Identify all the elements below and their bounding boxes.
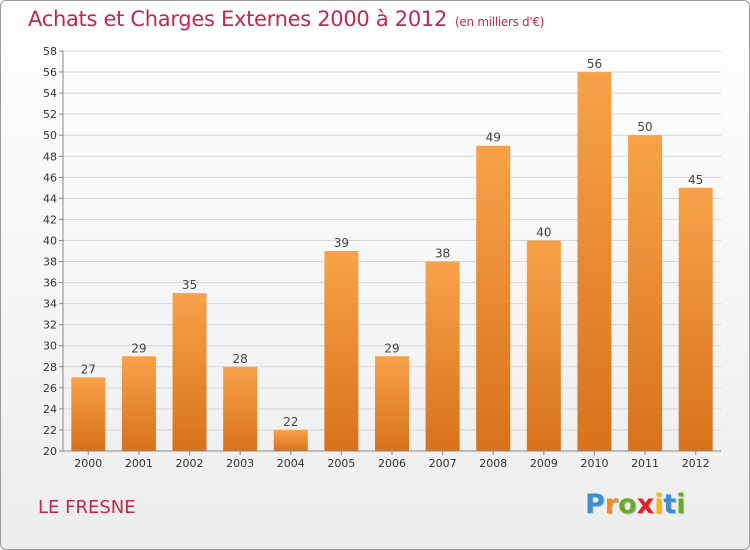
proxiti-logo: Proxiti: [585, 489, 686, 520]
bar-2006: [375, 356, 409, 451]
bars: 27 29 35 28 22 39 29 38 49 40 56 50 45: [71, 57, 713, 452]
chart-subtitle: (en milliers d'€): [455, 15, 545, 29]
bar-value-2004: 22: [283, 415, 298, 429]
bar-2012: [678, 187, 713, 451]
x-tick-label-2011: 2011: [631, 457, 659, 470]
x-tick-label-2005: 2005: [327, 457, 355, 470]
y-tick-label-44: 44: [43, 192, 57, 205]
y-tick-label-34: 34: [43, 298, 57, 311]
x-tick-label-2012: 2012: [682, 457, 710, 470]
logo-letter: i: [654, 489, 664, 520]
y-tick-label-36: 36: [43, 277, 57, 290]
logo-letter: r: [604, 489, 619, 520]
bar-2004: [273, 429, 308, 451]
bar-2003: [223, 366, 258, 451]
x-tick-label-2000: 2000: [74, 457, 102, 470]
chart-title: Achats et Charges Externes 2000 à 2012 (e…: [28, 7, 544, 31]
bar-value-2008: 49: [486, 131, 501, 145]
logo-letter: x: [636, 489, 655, 520]
y-tick-label-30: 30: [43, 340, 57, 353]
x-tick-label-2006: 2006: [378, 457, 406, 470]
y-tick-label-46: 46: [43, 171, 57, 184]
y-tick-label-28: 28: [43, 361, 57, 374]
x-tick-label-2009: 2009: [530, 457, 558, 470]
bar-2009: [526, 240, 561, 451]
x-tick-label-2004: 2004: [277, 457, 305, 470]
logo-letter: i: [676, 489, 686, 520]
city-name: LE FRESNE: [38, 497, 136, 518]
x-tick-label-2010: 2010: [580, 457, 608, 470]
bar-2005: [324, 251, 359, 451]
x-tick-label-2007: 2007: [429, 457, 457, 470]
bar-2008: [476, 145, 511, 451]
y-tick-label-42: 42: [43, 213, 57, 226]
y-tick-label-32: 32: [43, 319, 57, 332]
logo-letter: P: [585, 489, 605, 520]
y-tick-label-20: 20: [43, 445, 57, 458]
y-tick-label-40: 40: [43, 234, 57, 247]
logo-letter: o: [618, 489, 637, 520]
bar-2007: [425, 261, 460, 451]
bar-value-2002: 35: [182, 278, 197, 292]
y-tick-label-56: 56: [43, 66, 57, 79]
x-tick-label-2001: 2001: [125, 457, 153, 470]
y-tick-label-48: 48: [43, 150, 57, 163]
logo-letter: t: [663, 489, 677, 520]
y-tick-label-38: 38: [43, 256, 57, 269]
bar-value-2003: 28: [233, 352, 248, 366]
bar-value-2012: 45: [688, 173, 703, 187]
bar-value-2005: 39: [334, 236, 349, 250]
bar-2001: [121, 356, 156, 451]
bar-value-2006: 29: [384, 341, 399, 355]
bar-value-2009: 40: [536, 225, 551, 239]
y-tick-label-22: 22: [43, 424, 57, 437]
y-tick-label-58: 58: [43, 45, 57, 58]
axes: 20 22 24 26 28 30 32 34 36 38 40 42 44 46 48 50 52 54 56 58…: [43, 45, 721, 470]
bar-2000: [71, 377, 106, 451]
bar-value-2011: 50: [637, 120, 652, 134]
bar-value-2000: 27: [81, 362, 96, 376]
chart-title-text: Achats et Charges Externes 2000 à 2012: [28, 7, 448, 31]
y-tick-label-54: 54: [43, 87, 57, 100]
bar-2002: [172, 293, 207, 451]
bar-value-2007: 38: [435, 247, 450, 261]
x-tick-label-2008: 2008: [479, 457, 507, 470]
x-tick-label-2002: 2002: [176, 457, 204, 470]
bar-value-2001: 29: [131, 341, 146, 355]
x-tick-label-2003: 2003: [226, 457, 254, 470]
bar-value-2010: 56: [587, 57, 602, 71]
y-tick-label-50: 50: [43, 129, 57, 142]
y-tick-label-24: 24: [43, 403, 57, 416]
y-tick-label-26: 26: [43, 382, 57, 395]
bar-2011: [628, 135, 663, 452]
y-tick-label-52: 52: [43, 108, 57, 121]
bar-2010: [577, 72, 612, 451]
